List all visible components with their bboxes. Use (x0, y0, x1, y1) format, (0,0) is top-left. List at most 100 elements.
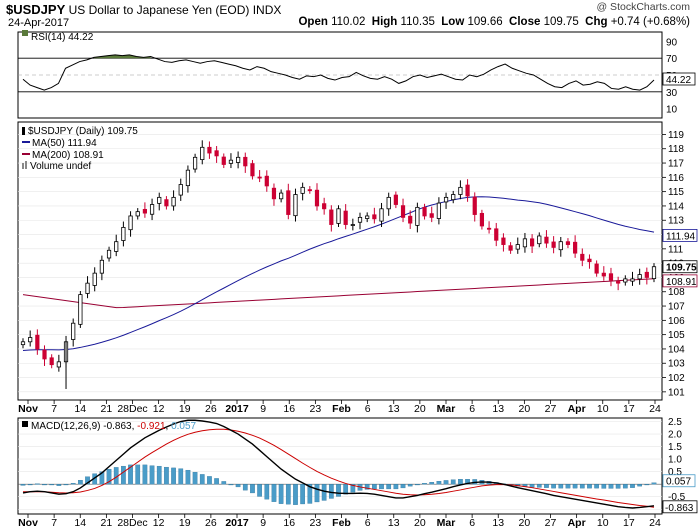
macd-histogram-bar (20, 484, 26, 486)
candle-body (608, 273, 614, 281)
date-label: 23 (310, 403, 322, 415)
candle-body (336, 208, 341, 224)
date-label: 21 (101, 403, 113, 415)
ma200-tag-label: 108.91 (666, 277, 697, 288)
ohlc-quote: Open 110.02 High 110.35 Low 109.66 Close… (298, 16, 690, 28)
date-label: 12 (153, 517, 165, 529)
ma200-tag-box (662, 274, 698, 288)
macd-legend-swatch (22, 421, 28, 427)
date-label: Mar (437, 403, 456, 415)
macd-histogram-bar (551, 484, 556, 489)
candle-body (594, 263, 599, 274)
rsi-legend-swatch (22, 30, 28, 36)
candle-body (637, 274, 642, 280)
price-tick-label: 102 (668, 373, 685, 384)
rsi-legend-text: RSI(14) 44.22 (31, 32, 94, 43)
date-label: Feb (332, 517, 351, 529)
price-tick-label: 116 (668, 173, 684, 184)
macd-histogram-bar (615, 484, 621, 489)
price-tick-label: 101 (668, 387, 685, 398)
date-label: Mar (437, 517, 456, 529)
macd-histogram-bar (264, 484, 270, 500)
date-axis-upper: Nov 7 14 21 28Dec 12 19 26 2017 9 16 23 Feb 6 13 20 Mar 6… (18, 400, 661, 415)
macd-histogram-bar (307, 484, 313, 504)
date-label: 26 (205, 517, 217, 529)
volume-legend-swatch-2 (25, 161, 27, 169)
exchange: INDX (252, 3, 282, 17)
ma200-line (22, 278, 655, 309)
date-label: 16 (283, 517, 295, 529)
price-tick-label: 106 (668, 316, 685, 327)
macd-histogram-bar (343, 484, 349, 495)
date-label: 20 (414, 403, 426, 415)
macd-histogram-bar (185, 469, 191, 485)
macd-legend-hist: 0.057 (171, 421, 196, 432)
macd-histogram-bar (192, 471, 198, 485)
price-tick-label: 115 (668, 187, 684, 198)
candle-body (99, 259, 104, 274)
macd-frame (17, 417, 663, 515)
candle-body (350, 224, 355, 226)
date-label: 21 (101, 517, 113, 529)
price-tags: 111.94 109.75 108.91 (662, 229, 698, 288)
macd-histogram-bar (637, 484, 643, 487)
macd-histogram-bar (271, 484, 277, 502)
candle-body (207, 146, 212, 154)
date-label: 17 (623, 403, 635, 415)
date-label: 7 (51, 403, 57, 415)
macd-histogram-bar (49, 484, 55, 486)
macd-histogram-bar (164, 466, 169, 485)
candle-body (623, 278, 628, 283)
macd-histogram-bar (63, 484, 69, 486)
macd-histogram-bar (572, 484, 578, 489)
macd-histogram-bar (70, 483, 76, 485)
candle-body (329, 209, 334, 225)
candle-body (544, 236, 549, 244)
macd-histogram-bar (594, 484, 599, 489)
date-label: Nov (18, 403, 38, 415)
date-label: 19 (179, 403, 191, 415)
candle-body (408, 215, 413, 224)
candle-body (300, 186, 305, 194)
price-tick-label: 118 (668, 144, 684, 155)
candle-body (85, 282, 90, 294)
date-label: 12 (153, 403, 165, 415)
candle-body (565, 241, 571, 245)
macd-histogram-bar (27, 484, 33, 486)
macd-histogram-bar (128, 464, 133, 485)
macd-histogram-bar (544, 484, 549, 488)
candle-body (200, 146, 205, 161)
date-label: 27 (545, 517, 557, 529)
date-label: Nov (18, 517, 38, 529)
macd-histogram-bar (336, 484, 341, 497)
candle-body (35, 334, 40, 350)
macd-legend-macd: -0.863 (103, 421, 132, 432)
price-tick-label: 119 (668, 130, 684, 141)
date-label: 20 (519, 517, 531, 529)
macd-histogram-bar (42, 484, 47, 486)
date-label: 23 (310, 517, 322, 529)
macd-histogram-bar (465, 479, 470, 485)
macd-histogram-bar (450, 479, 456, 485)
candle-body (271, 187, 277, 200)
macd-tag-label: -0.863 (665, 503, 694, 514)
candle-body (472, 196, 477, 215)
macd-histogram-bar (207, 476, 212, 485)
candle-body (92, 272, 97, 286)
macd-histogram-bar (328, 484, 334, 499)
candle-body (644, 271, 649, 278)
macd-tick-label: 1.0 (668, 455, 682, 466)
macd-histogram-bar (121, 465, 126, 485)
macd-histogram-bar (199, 474, 205, 485)
macd-histogram-bar (565, 484, 571, 489)
chg-label: Chg (585, 16, 608, 28)
macd-histogram-bar (601, 484, 607, 489)
candle-body (616, 281, 621, 284)
price-tick-label: 105 (668, 330, 685, 341)
macd-histogram-bar (622, 484, 628, 489)
symbol-description: US Dollar to Japanese Yen (EOD) (68, 3, 250, 17)
macd-histogram-bar (135, 464, 141, 485)
price-legend-swatch (22, 127, 25, 135)
price-legend-text: $USDJPY (Daily) 109.75 (28, 126, 138, 137)
